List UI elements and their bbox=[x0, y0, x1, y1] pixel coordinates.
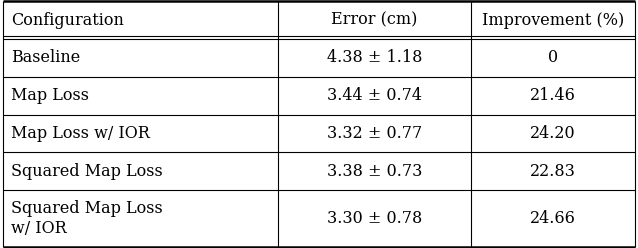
Text: 0: 0 bbox=[547, 49, 558, 66]
Text: 21.46: 21.46 bbox=[530, 87, 575, 104]
Text: 3.44 ± 0.74: 3.44 ± 0.74 bbox=[327, 87, 422, 104]
Text: 22.83: 22.83 bbox=[530, 163, 575, 180]
Text: Baseline: Baseline bbox=[11, 49, 80, 66]
Text: 3.30 ± 0.78: 3.30 ± 0.78 bbox=[327, 210, 422, 227]
Text: Squared Map Loss
w/ IOR: Squared Map Loss w/ IOR bbox=[11, 200, 163, 237]
Text: Error (cm): Error (cm) bbox=[331, 12, 417, 29]
Text: Map Loss: Map Loss bbox=[11, 87, 89, 104]
Text: Map Loss w/ IOR: Map Loss w/ IOR bbox=[11, 125, 150, 142]
Text: 24.20: 24.20 bbox=[530, 125, 575, 142]
Text: 3.38 ± 0.73: 3.38 ± 0.73 bbox=[327, 163, 422, 180]
Text: Improvement (%): Improvement (%) bbox=[482, 12, 624, 29]
Text: 24.66: 24.66 bbox=[530, 210, 575, 227]
Text: 4.38 ± 1.18: 4.38 ± 1.18 bbox=[327, 49, 422, 66]
Text: Configuration: Configuration bbox=[11, 12, 124, 29]
Text: Squared Map Loss: Squared Map Loss bbox=[11, 163, 163, 180]
Text: 3.32 ± 0.77: 3.32 ± 0.77 bbox=[327, 125, 422, 142]
